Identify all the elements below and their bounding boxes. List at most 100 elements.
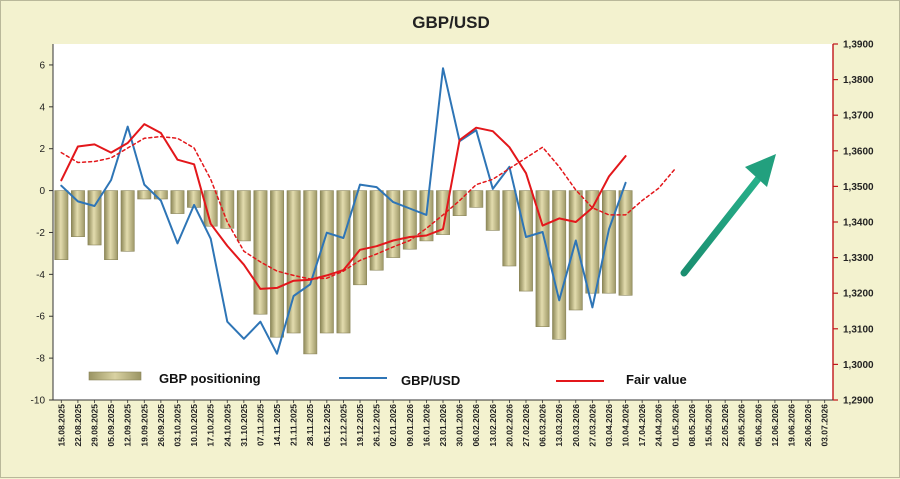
x-axis-date-label: 03.07.2026: [820, 404, 830, 447]
gbpusd-line: [60, 67, 627, 355]
x-axis-date-label: 19.09.2025: [139, 404, 149, 447]
x-axis-date-label: 22.08.2025: [73, 404, 83, 447]
right-axis-tick-label: 1,3700: [843, 111, 874, 122]
x-axis-date-label: 05.06.2026: [753, 404, 763, 447]
positioning-bar: [485, 190, 500, 231]
x-axis-date-label: 10.04.2026: [621, 404, 631, 447]
x-axis-date-label: 02.01.2026: [388, 404, 398, 447]
right-axis-tick-label: 1,3400: [843, 218, 874, 229]
positioning-bar: [585, 190, 600, 294]
x-axis-date-label: 21.11.2025: [289, 404, 299, 446]
left-axis-tick-label: 0: [39, 186, 45, 197]
legend-label-fair-value: Fair value: [626, 372, 687, 387]
positioning-bars: [54, 190, 633, 355]
x-axis-date-label: 26.09.2025: [156, 404, 166, 447]
right-axis-tick-label: 1,3100: [843, 324, 874, 335]
left-axis-tick-label: -4: [36, 270, 45, 281]
legend-label-positioning: GBP positioning: [159, 371, 261, 386]
positioning-bar: [502, 190, 517, 267]
right-axis-tick-label: 1,2900: [843, 396, 874, 407]
positioning-bar: [319, 190, 334, 334]
x-axis-date-label: 26.12.2025: [372, 404, 382, 447]
positioning-bar: [220, 190, 235, 229]
legend-swatch-positioning: [88, 371, 142, 381]
x-axis-date-label: 26.06.2026: [803, 404, 813, 447]
left-axis-tick-label: -8: [36, 354, 45, 365]
x-axis-date-label: 27.03.2026: [587, 404, 597, 447]
trend-arrow-shaft: [680, 175, 762, 277]
x-axis-date-label: 20.03.2026: [571, 404, 581, 447]
right-axis-tick-label: 1,3300: [843, 253, 874, 264]
x-axis-date-label: 15.05.2026: [704, 404, 714, 447]
positioning-bar: [203, 190, 218, 227]
x-axis-date-label: 01.05.2026: [670, 404, 680, 447]
positioning-bar: [236, 190, 251, 242]
right-axis-tick-label: 1,3900: [843, 40, 874, 51]
x-axis-date-label: 29.08.2025: [90, 404, 100, 447]
x-axis-date-label: 29.05.2026: [737, 404, 747, 447]
positioning-bar: [303, 190, 318, 355]
left-axis-tick-label: -10: [31, 396, 46, 407]
trend-arrow: [680, 154, 776, 277]
positioning-bar: [353, 190, 367, 286]
right-axis-tick-label: 1,3000: [843, 360, 874, 371]
positioning-bar: [452, 190, 467, 217]
x-axis-date-label: 13.02.2026: [488, 404, 498, 447]
x-axis-date-label: 06.02.2026: [471, 404, 481, 447]
positioning-bar: [436, 190, 450, 235]
positioning-bar: [552, 190, 567, 340]
right-axis-tick-label: 1,3500: [843, 182, 874, 193]
x-axis-date-label: 12.09.2025: [123, 404, 133, 447]
x-axis-date-label: 24.10.2025: [222, 404, 232, 447]
fair-value-line: [60, 123, 627, 290]
positioning-bar: [137, 190, 152, 200]
x-axis-date-label: 12.12.2025: [338, 404, 348, 447]
right-axis-tick-label: 1,3800: [843, 75, 874, 86]
positioning-bar: [518, 190, 533, 292]
x-axis-date-label: 17.10.2025: [206, 404, 216, 447]
x-axis-date-label: 07.11.2025: [255, 404, 265, 446]
left-axis-tick-label: -6: [36, 312, 45, 323]
x-axis-date-label: 13.03.2026: [554, 404, 564, 447]
axes: -10 -8 -6 -4 -2 0 2 4 6 1,2900 1,3000 1,3100 1,3200 1…: [31, 40, 874, 447]
positioning-bar: [270, 190, 284, 338]
x-axis-date-label: 14.11.2025: [272, 404, 282, 446]
x-axis-date-label: 16.01.2026: [421, 404, 431, 447]
x-axis-date-label: 24.04.2026: [654, 404, 664, 447]
x-axis-date-label: 19.06.2026: [787, 404, 797, 447]
x-axis-date-label: 20.02.2026: [504, 404, 514, 447]
x-axis-date-label: 15.08.2025: [56, 404, 66, 447]
positioning-bar: [170, 190, 185, 214]
x-axis-date-label: 27.02.2026: [521, 404, 531, 447]
right-axis-tick-label: 1,3600: [843, 146, 874, 157]
positioning-bar: [54, 190, 69, 261]
x-axis-date-label: 30.01.2026: [455, 404, 465, 447]
positioning-bar: [601, 190, 616, 294]
x-axis-date-label: 10.10.2025: [189, 404, 199, 447]
positioning-bar: [104, 190, 119, 261]
left-axis-tick-label: 6: [39, 60, 45, 71]
x-axis-date-label: 09.01.2026: [405, 404, 415, 447]
x-axis-date-label: 08.05.2026: [687, 404, 697, 447]
x-axis-date-label: 31.10.2025: [239, 404, 249, 447]
positioning-bar: [402, 190, 417, 250]
trend-arrow-head: [745, 154, 776, 187]
chart-title: GBP/USD: [412, 13, 489, 32]
x-axis-date-label: 12.06.2026: [770, 404, 780, 447]
positioning-bar: [568, 190, 583, 311]
x-axis-date-label: 06.03.2026: [538, 404, 548, 447]
x-axis-date-label: 05.09.2025: [106, 404, 116, 447]
line-series: [60, 67, 677, 355]
left-axis-tick-label: 2: [39, 144, 45, 155]
positioning-bar: [286, 190, 301, 334]
fair-value-dashed-line: [60, 135, 677, 280]
x-axis-date-label: 23.01.2026: [438, 404, 448, 447]
left-axis-tick-label: -2: [36, 228, 45, 239]
x-axis-date-label: 19.12.2025: [355, 404, 365, 447]
x-axis-date-label: 28.11.2025: [305, 404, 315, 446]
legend: GBP positioning GBP/USD Fair value: [88, 371, 687, 388]
positioning-bar: [469, 190, 484, 208]
positioning-bar: [369, 190, 384, 271]
